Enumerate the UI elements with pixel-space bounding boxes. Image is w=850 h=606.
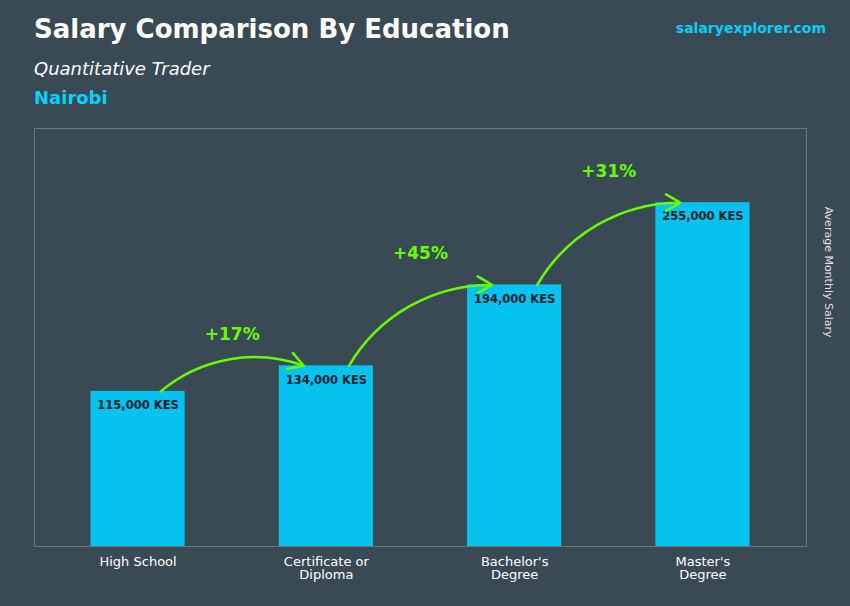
svg-text:Certificate orDiploma: Certificate orDiploma	[284, 554, 370, 582]
html-text:Quantitative Trader: Quantitative Trader	[34, 58, 210, 79]
html-text:Salary Comparison By Education: Salary Comparison By Education	[34, 14, 510, 44]
svg-text:+31%: +31%	[581, 161, 636, 181]
svg-text:Master'sDegree: Master'sDegree	[676, 554, 731, 582]
svg-text:High School: High School	[99, 554, 176, 569]
svg-text:Average Monthly Salary: Average Monthly Salary	[822, 207, 835, 338]
svg-text:194,000 KES: 194,000 KES	[474, 292, 555, 306]
svg-text:134,000 KES: 134,000 KES	[286, 372, 367, 386]
svg-text:Bachelor'sDegree: Bachelor'sDegree	[481, 554, 549, 582]
svg-text:255,000 KES: 255,000 KES	[662, 209, 743, 223]
svg-text:+45%: +45%	[393, 243, 448, 263]
html-text:salaryexplorer.com: salaryexplorer.com	[675, 20, 826, 36]
html-text:Nairobi: Nairobi	[34, 87, 108, 108]
svg-text:+17%: +17%	[205, 324, 260, 344]
svg-text:115,000 KES: 115,000 KES	[97, 398, 178, 412]
